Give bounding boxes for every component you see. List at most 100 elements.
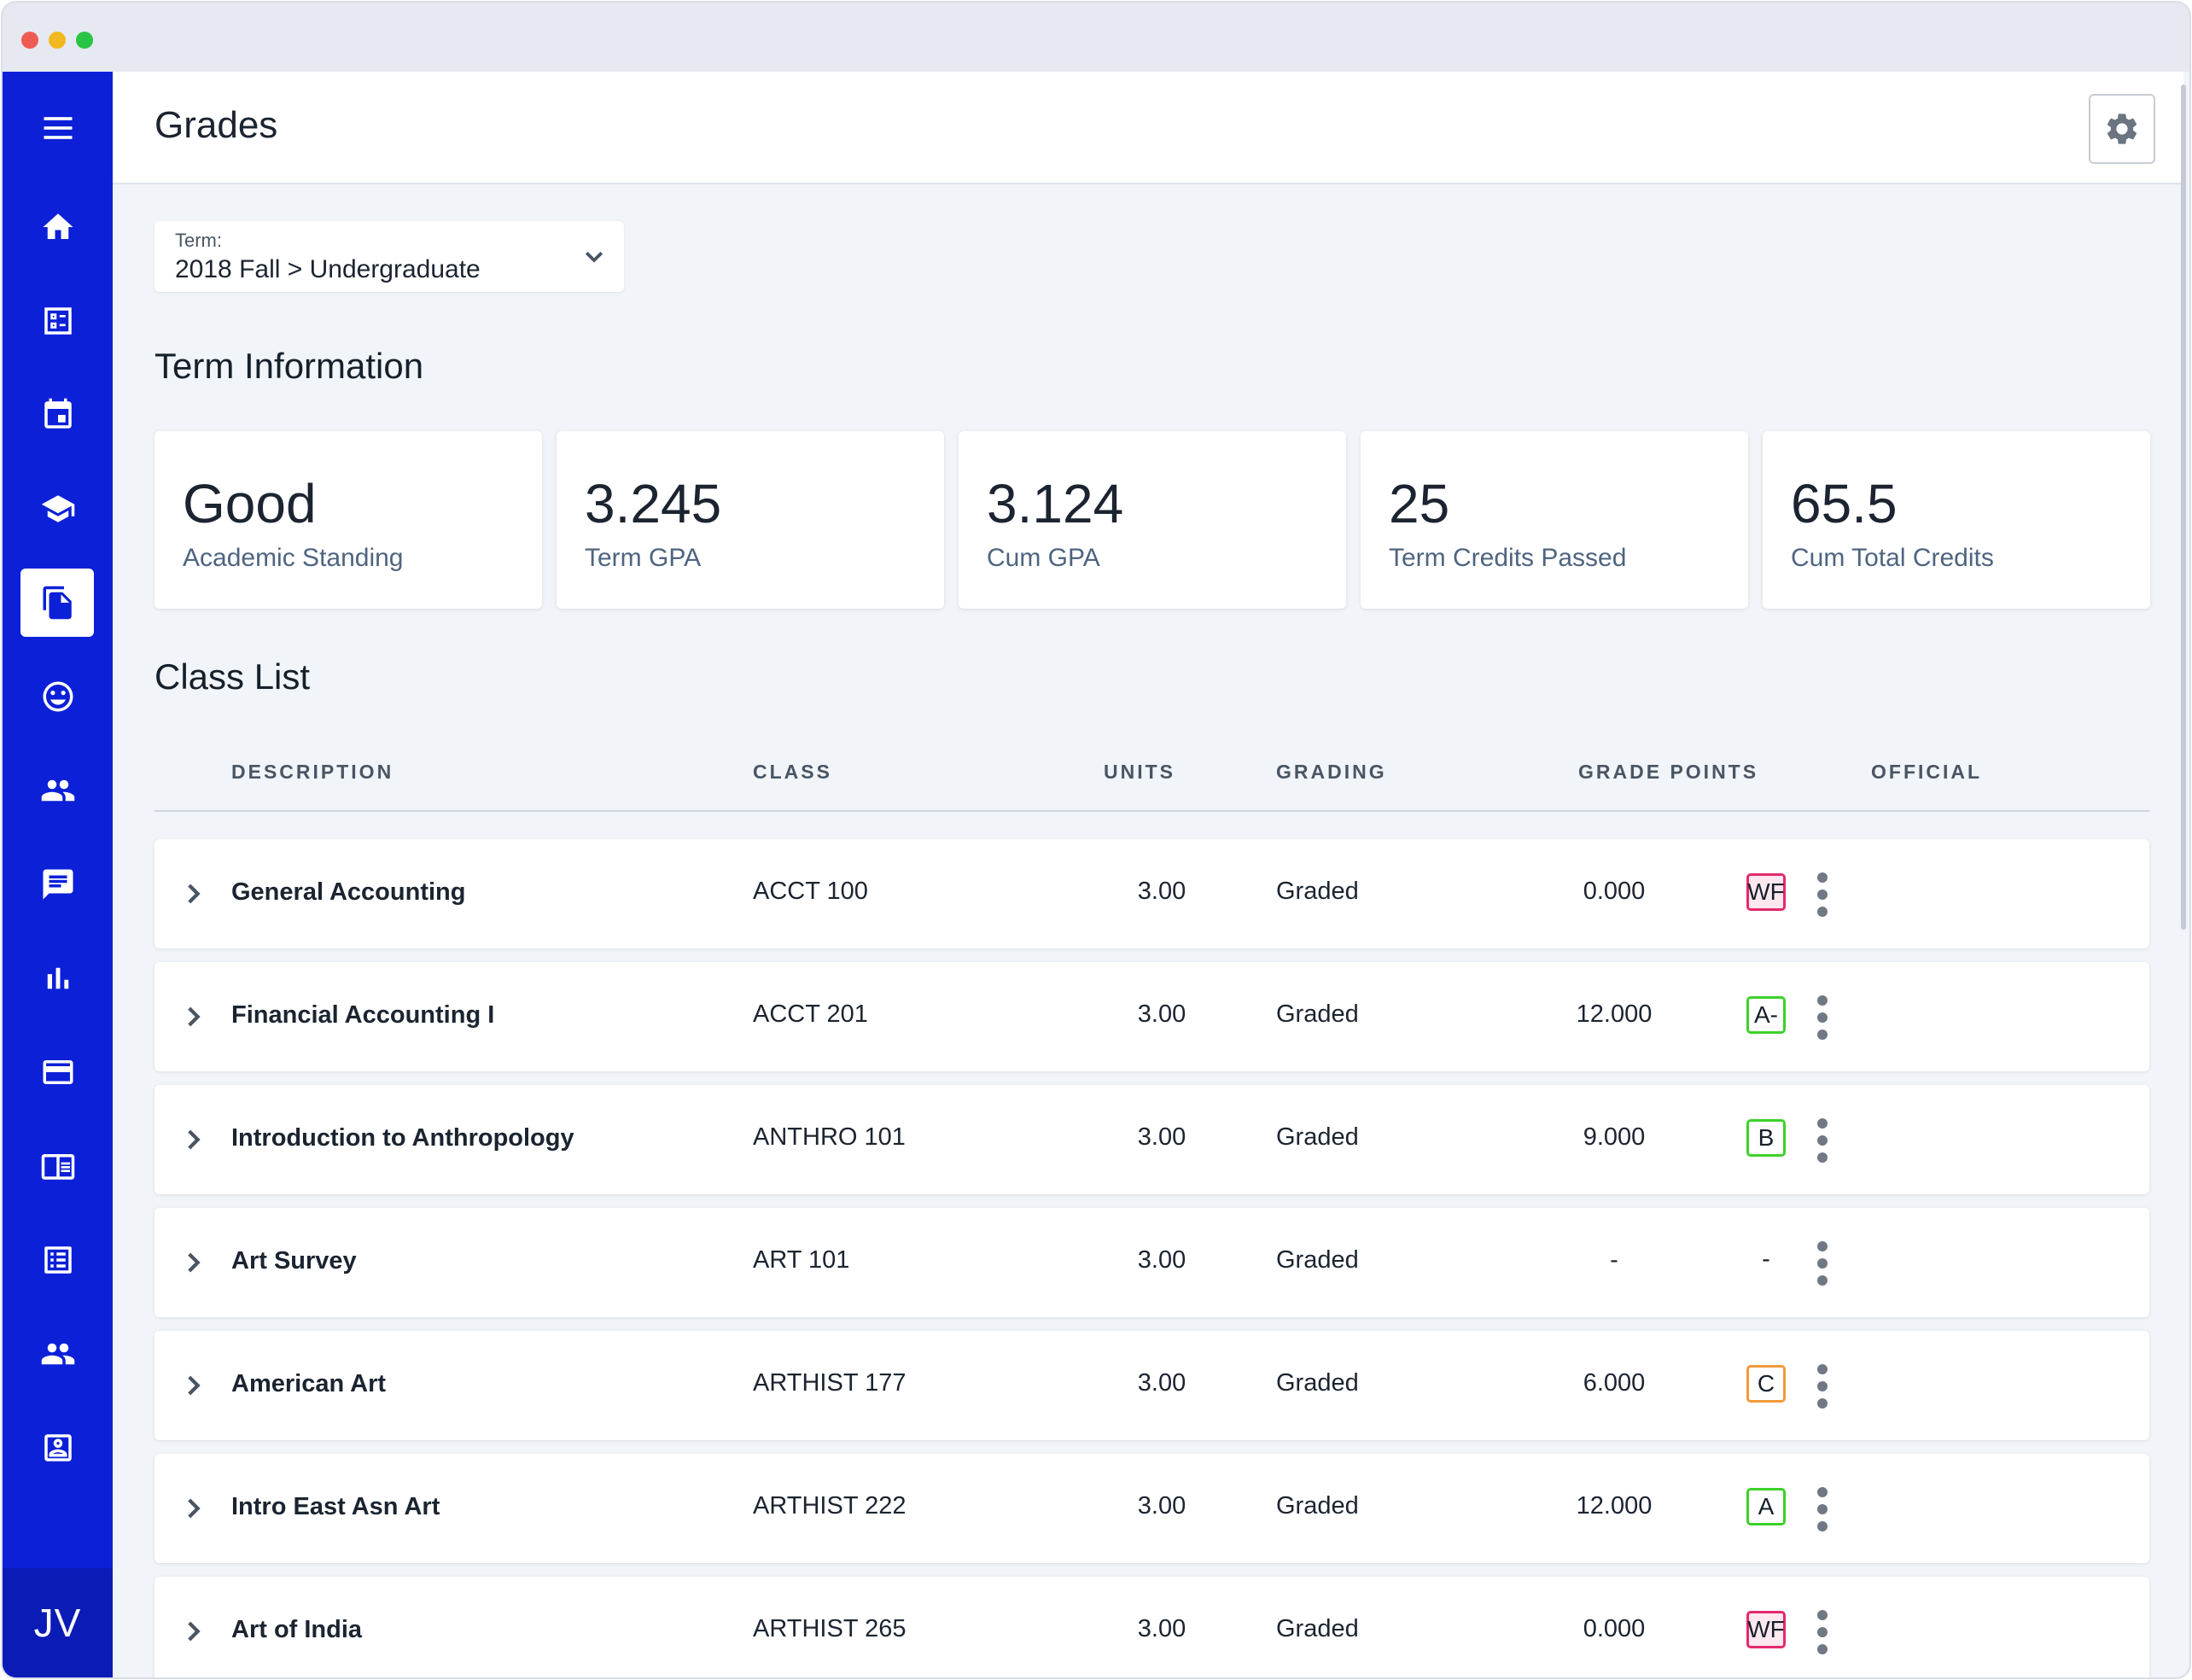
column-header-class[interactable]: CLASS xyxy=(753,761,832,783)
table-row[interactable]: Art Survey ART 101 3.00 Graded - - xyxy=(154,1208,2149,1317)
stat-card-term-credits-passed: 25 Term Credits Passed xyxy=(1361,431,1748,609)
table-row[interactable]: Financial Accounting I ACCT 201 3.00 Graded… xyxy=(154,962,2149,1071)
stat-value: 65.5 xyxy=(1791,473,1898,534)
class-description: Financial Accounting I xyxy=(231,1001,495,1029)
menu-icon[interactable] xyxy=(3,94,113,162)
grade-badge: A- xyxy=(1746,996,1786,1034)
contact-card-icon[interactable] xyxy=(3,1414,113,1482)
term-information-title: Term Information xyxy=(154,346,424,386)
column-header-grading[interactable]: GRADING xyxy=(1276,761,1387,783)
class-description: American Art xyxy=(231,1370,387,1397)
class-grading: Graded xyxy=(1276,1369,1359,1397)
chat-icon[interactable] xyxy=(3,850,113,919)
class-list-title: Class List xyxy=(154,656,311,697)
stat-card-cum-total-credits: 65.5 Cum Total Credits xyxy=(1763,431,2150,609)
expand-chevron-icon[interactable] xyxy=(178,1125,207,1154)
class-grading: Graded xyxy=(1276,1246,1359,1274)
class-description: Art Survey xyxy=(231,1247,357,1275)
list-icon[interactable] xyxy=(3,1226,113,1294)
stat-card-cum-gpa: 3.124 Cum GPA xyxy=(959,431,1346,609)
class-description: Intro East Asn Art xyxy=(231,1493,440,1520)
credit-card-icon[interactable] xyxy=(3,1038,113,1106)
grade-badge: C xyxy=(1746,1365,1786,1403)
class-grade-points: 0.000 xyxy=(1583,1615,1646,1642)
class-grading: Graded xyxy=(1276,1123,1359,1151)
people-icon[interactable] xyxy=(3,756,113,825)
user-avatar[interactable]: JV xyxy=(3,1568,113,1677)
home-icon[interactable] xyxy=(3,193,113,261)
sidebar: JV xyxy=(3,72,113,1677)
chevron-down-icon xyxy=(581,243,607,269)
class-description: Introduction to Anthropology xyxy=(231,1124,574,1152)
app-window: JV Grades Term: 2018 Fall > Undergraduat… xyxy=(3,3,2189,1677)
settings-button[interactable] xyxy=(2089,94,2155,164)
class-code: ARTHIST 177 xyxy=(753,1369,907,1397)
class-code: ARTHIST 222 xyxy=(753,1492,907,1520)
table-row[interactable]: Introduction to Anthropology ANTHRO 101 3.… xyxy=(154,1085,2149,1194)
class-code: ACCT 100 xyxy=(753,878,868,905)
class-code: ACCT 201 xyxy=(753,1000,868,1028)
column-header-grade-points[interactable]: GRADE POINTS xyxy=(1578,761,1759,783)
term-label: Term: xyxy=(175,230,222,251)
smiley-icon[interactable] xyxy=(3,662,113,731)
column-header-official[interactable]: OFFICIAL xyxy=(1871,761,1983,783)
stat-label: Cum GPA xyxy=(987,544,1100,572)
dashboard-icon[interactable] xyxy=(3,287,113,355)
more-options-icon[interactable] xyxy=(1797,1484,1848,1535)
stat-card-academic-standing: Good Academic Standing xyxy=(154,431,542,609)
gear-icon xyxy=(2107,114,2137,144)
title-bar xyxy=(3,3,2189,72)
more-options-icon[interactable] xyxy=(1797,869,1848,920)
expand-chevron-icon[interactable] xyxy=(178,1002,207,1031)
class-grade-points: - xyxy=(1610,1246,1618,1274)
bar-chart-icon[interactable] xyxy=(3,944,113,1012)
column-header-description[interactable]: DESCRIPTION xyxy=(231,761,394,783)
class-units: 3.00 xyxy=(1137,878,1186,905)
class-grading: Graded xyxy=(1276,1615,1359,1642)
class-grade-points: 12.000 xyxy=(1576,1000,1653,1028)
class-grade-points: 0.000 xyxy=(1583,878,1646,905)
group-icon[interactable] xyxy=(3,1320,113,1388)
table-row[interactable]: American Art ARTHIST 177 3.00 Graded 6.000 C xyxy=(154,1331,2149,1440)
expand-chevron-icon[interactable] xyxy=(178,1371,207,1400)
more-options-icon[interactable] xyxy=(1797,1238,1848,1289)
column-header-units[interactable]: UNITS xyxy=(1104,761,1175,783)
class-units: 3.00 xyxy=(1137,1615,1186,1642)
expand-chevron-icon[interactable] xyxy=(178,879,207,908)
more-options-icon[interactable] xyxy=(1797,992,1848,1043)
grade-badge: WF xyxy=(1746,1611,1786,1648)
stat-label: Term Credits Passed xyxy=(1389,544,1627,572)
stat-label: Term GPA xyxy=(585,544,702,572)
graduation-cap-icon[interactable] xyxy=(3,475,113,543)
expand-chevron-icon[interactable] xyxy=(178,1248,207,1277)
grade-badge: A xyxy=(1746,1488,1786,1525)
class-grade-points: 12.000 xyxy=(1576,1492,1653,1520)
close-window-button[interactable] xyxy=(21,32,38,49)
stat-value: 3.245 xyxy=(585,473,722,534)
scrollbar[interactable] xyxy=(2181,85,2186,930)
more-options-icon[interactable] xyxy=(1797,1607,1848,1658)
class-grading: Graded xyxy=(1276,1000,1359,1028)
header-divider xyxy=(154,810,2149,812)
class-code: ANTHRO 101 xyxy=(753,1123,906,1151)
table-row[interactable]: General Accounting ACCT 100 3.00 Graded 0.00… xyxy=(154,839,2149,948)
expand-chevron-icon[interactable] xyxy=(178,1617,207,1646)
table-row[interactable]: Intro East Asn Art ARTHIST 222 3.00 Graded 1… xyxy=(154,1454,2149,1563)
grade-badge: WF xyxy=(1746,873,1786,911)
table-row[interactable]: Art of India ARTHIST 265 3.00 Graded 0.000 WF xyxy=(154,1577,2149,1677)
expand-chevron-icon[interactable] xyxy=(178,1494,207,1523)
newspaper-icon[interactable] xyxy=(3,1132,113,1200)
calendar-icon[interactable] xyxy=(3,381,113,449)
class-units: 3.00 xyxy=(1137,1123,1186,1151)
documents-icon[interactable] xyxy=(3,569,113,637)
class-code: ARTHIST 265 xyxy=(753,1615,907,1642)
stat-value: 3.124 xyxy=(987,473,1124,534)
page-header: Grades xyxy=(113,72,2183,184)
minimize-window-button[interactable] xyxy=(49,32,66,49)
term-select[interactable]: Term: 2018 Fall > Undergraduate xyxy=(154,221,624,292)
more-options-icon[interactable] xyxy=(1797,1361,1848,1412)
maximize-window-button[interactable] xyxy=(76,32,93,49)
more-options-icon[interactable] xyxy=(1797,1115,1848,1166)
stat-label: Academic Standing xyxy=(183,544,404,572)
term-value: 2018 Fall > Undergraduate xyxy=(175,255,481,283)
